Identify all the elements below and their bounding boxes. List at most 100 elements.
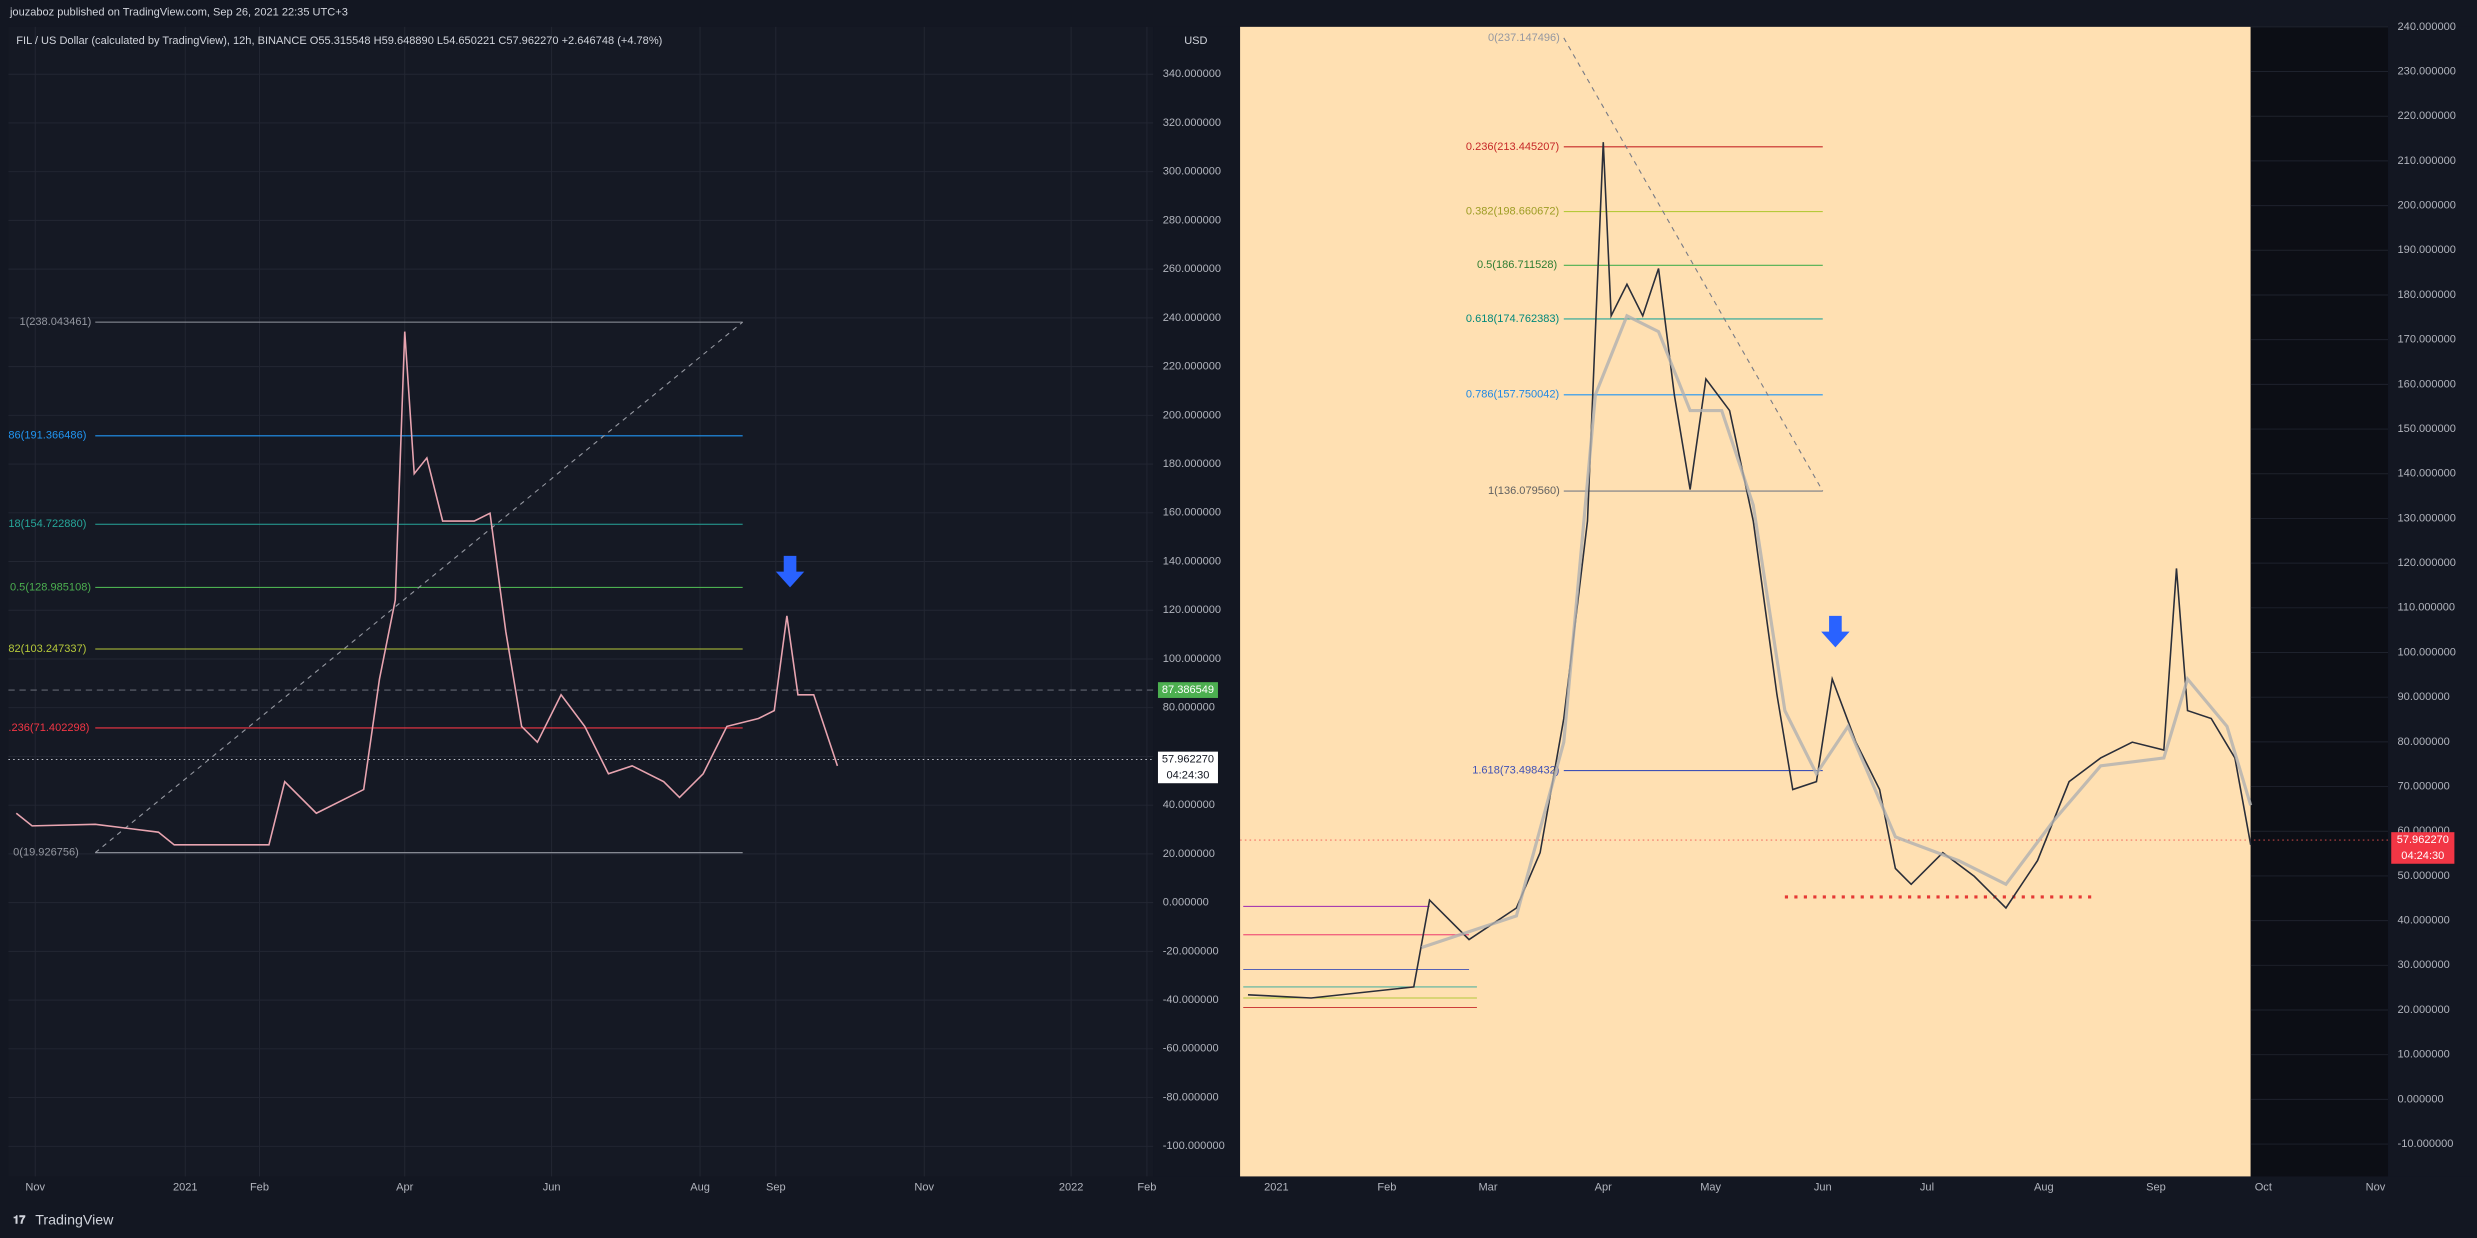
right-time-labels: 2021 Feb Mar Apr May Jun Jul Aug Sep Oct Nov bbox=[1264, 1181, 2386, 1193]
badge-label: 57.962270 bbox=[1162, 753, 1214, 765]
price-label: 220.000000 bbox=[1163, 361, 1221, 373]
price-label: 40.000000 bbox=[2398, 915, 2450, 927]
price-label: 10.000000 bbox=[2398, 1049, 2450, 1061]
price-label: 300.000000 bbox=[1163, 166, 1221, 178]
price-label: 80.000000 bbox=[1163, 702, 1215, 714]
time-label: Aug bbox=[690, 1181, 710, 1193]
price-label: 170.000000 bbox=[2398, 334, 2456, 346]
price-label: 20.000000 bbox=[1163, 848, 1215, 860]
price-label: 20.000000 bbox=[2398, 1004, 2450, 1016]
badge bbox=[1157, 751, 1218, 784]
fib-label: .236(71.402298) bbox=[8, 722, 89, 734]
time-label: Feb bbox=[250, 1181, 269, 1193]
fib-label: 0.236(213.445207) bbox=[1466, 141, 1559, 153]
time-label: 2021 bbox=[173, 1181, 198, 1193]
currency: USD bbox=[1184, 35, 1207, 47]
price-label: 200.000000 bbox=[1163, 409, 1221, 421]
fib-label: 0.5(128.985108) bbox=[10, 581, 91, 593]
fib-label: 0.786(157.750042) bbox=[1466, 389, 1559, 401]
left-time-labels: Nov 2021 Feb Apr Jun Aug Sep Nov 2022 Feb bbox=[25, 1181, 1156, 1193]
price-series bbox=[15, 331, 839, 846]
price-label: 30.000000 bbox=[2398, 959, 2450, 971]
price-label: 100.000000 bbox=[1163, 653, 1221, 665]
badge-label: 04:24:30 bbox=[2401, 850, 2444, 862]
price-label: 70.000000 bbox=[2398, 780, 2450, 792]
time-label: Feb bbox=[1377, 1181, 1396, 1193]
price-label: 240.000000 bbox=[2398, 21, 2456, 33]
price-label: 220.000000 bbox=[2398, 110, 2456, 122]
fib-label: 86(191.366486) bbox=[8, 430, 86, 442]
price-label: 160.000000 bbox=[2398, 378, 2456, 390]
badge bbox=[1157, 682, 1218, 698]
price-label: -80.000000 bbox=[1163, 1091, 1219, 1103]
price-label: 230.000000 bbox=[2398, 65, 2456, 77]
right-pane bbox=[1240, 26, 2251, 1177]
time-label: Nov bbox=[914, 1181, 934, 1193]
moving-average bbox=[1421, 313, 2253, 949]
price-label: 120.000000 bbox=[1163, 604, 1221, 616]
time-label: Apr bbox=[1595, 1181, 1613, 1193]
time-label: Nov bbox=[25, 1181, 45, 1193]
fib-trend bbox=[94, 321, 744, 854]
price-label: 0.000000 bbox=[2398, 1093, 2444, 1105]
left-price-axis bbox=[1153, 26, 1241, 1177]
time-label: Mar bbox=[1478, 1181, 1497, 1193]
fib-label: 1.618(73.498432) bbox=[1472, 765, 1559, 777]
price-label: 50.000000 bbox=[2398, 870, 2450, 882]
price-label: 140.000000 bbox=[1163, 555, 1221, 567]
time-label: Jul bbox=[1920, 1181, 1934, 1193]
fib-label: 0.5(186.711528) bbox=[1477, 259, 1557, 271]
price-label: 100.000000 bbox=[2398, 646, 2456, 658]
price-label: 180.000000 bbox=[1163, 458, 1221, 470]
fib-label: 1(136.079560) bbox=[1488, 485, 1560, 497]
left-price-labels: 340.000000 320.000000 300.000000 280.000000… bbox=[1163, 68, 1225, 1152]
brand: TradingView bbox=[35, 1212, 114, 1228]
price-label: 110.000000 bbox=[2398, 602, 2456, 614]
left-legend: FIL / US Dollar (calculated by TradingVi… bbox=[16, 35, 662, 47]
left-pane bbox=[8, 26, 1154, 1177]
fib-label: 0(19.926756) bbox=[13, 847, 79, 859]
time-label: Feb bbox=[1137, 1181, 1156, 1193]
right-grid bbox=[2250, 26, 2389, 1145]
price-label: 40.000000 bbox=[1163, 799, 1215, 811]
left-fib bbox=[94, 321, 744, 854]
time-label: Oct bbox=[2255, 1181, 2272, 1193]
price-label: -20.000000 bbox=[1163, 945, 1219, 957]
time-label: 2022 bbox=[1059, 1181, 1084, 1193]
time-label: Sep bbox=[2146, 1181, 2166, 1193]
badge-label: 57.962270 bbox=[2397, 834, 2449, 846]
time-label: May bbox=[1700, 1181, 1721, 1193]
price-label: 80.000000 bbox=[2398, 736, 2450, 748]
price-label: 120.000000 bbox=[2398, 557, 2456, 569]
time-label: 2021 bbox=[1264, 1181, 1289, 1193]
publisher: jouzaboz published on TradingView.com, S… bbox=[9, 7, 348, 19]
fib-label: 82(103.247337) bbox=[8, 643, 86, 655]
price-label: -10.000000 bbox=[2398, 1138, 2454, 1150]
left-grid bbox=[8, 26, 1154, 1177]
time-label: Apr bbox=[396, 1181, 414, 1193]
price-label: 190.000000 bbox=[2398, 244, 2456, 256]
price-label: 180.000000 bbox=[2398, 289, 2456, 301]
badge-label: 87.386549 bbox=[1162, 684, 1214, 696]
time-label: Nov bbox=[2366, 1181, 2386, 1193]
badge bbox=[2391, 832, 2455, 864]
arrow-marker bbox=[1821, 615, 1850, 648]
price-label: 0.000000 bbox=[1163, 897, 1209, 909]
price-label: 210.000000 bbox=[2398, 155, 2456, 167]
level-lines bbox=[1243, 905, 1477, 1008]
price-label: 280.000000 bbox=[1163, 214, 1221, 226]
price-label: 240.000000 bbox=[1163, 312, 1221, 324]
logo-mark: 𝟏𝟕 bbox=[13, 1215, 26, 1227]
fib-label: 0.382(198.660672) bbox=[1466, 206, 1559, 218]
time-label: Sep bbox=[766, 1181, 786, 1193]
fib-label: 0.618(174.762383) bbox=[1466, 313, 1559, 325]
price-label: -40.000000 bbox=[1163, 994, 1219, 1006]
price-label: 260.000000 bbox=[1163, 263, 1221, 275]
price-label: 130.000000 bbox=[2398, 512, 2456, 524]
price-label: -60.000000 bbox=[1163, 1043, 1219, 1055]
price-label: 340.000000 bbox=[1163, 68, 1221, 80]
price-label: 320.000000 bbox=[1163, 117, 1221, 129]
price-label: 140.000000 bbox=[2398, 468, 2456, 480]
time-label: Aug bbox=[2034, 1181, 2054, 1193]
